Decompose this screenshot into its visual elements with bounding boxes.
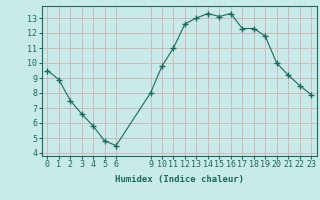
X-axis label: Humidex (Indice chaleur): Humidex (Indice chaleur) xyxy=(115,175,244,184)
